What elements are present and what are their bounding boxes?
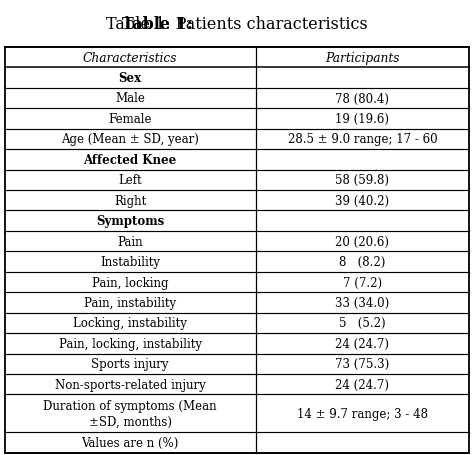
Text: 73 (75.3): 73 (75.3): [335, 358, 390, 370]
Text: Affected Knee: Affected Knee: [83, 153, 177, 167]
Text: 14 ± 9.7 range; 3 - 48: 14 ± 9.7 range; 3 - 48: [297, 407, 428, 420]
Text: Left: Left: [118, 174, 142, 187]
Text: Pain, locking, instability: Pain, locking, instability: [59, 337, 201, 350]
Text: Pain, instability: Pain, instability: [84, 296, 176, 309]
Text: Male: Male: [115, 92, 145, 105]
Text: Duration of symptoms (Mean
±SD, months): Duration of symptoms (Mean ±SD, months): [43, 399, 217, 428]
Text: Age (Mean ± SD, year): Age (Mean ± SD, year): [61, 133, 199, 146]
Text: 7 (7.2): 7 (7.2): [343, 276, 382, 289]
Text: Table 1: Patients characteristics: Table 1: Patients characteristics: [106, 16, 368, 33]
Text: 24 (24.7): 24 (24.7): [336, 337, 390, 350]
Text: Pain: Pain: [118, 235, 143, 248]
Text: Sports injury: Sports injury: [91, 358, 169, 370]
Text: Right: Right: [114, 194, 146, 207]
Text: 8   (8.2): 8 (8.2): [339, 256, 386, 268]
Text: Symptoms: Symptoms: [96, 215, 164, 228]
Text: 24 (24.7): 24 (24.7): [336, 378, 390, 391]
Text: Participants: Participants: [325, 51, 400, 65]
Text: 20 (20.6): 20 (20.6): [336, 235, 390, 248]
Text: Table 1:: Table 1:: [122, 16, 192, 33]
Text: Pain, locking: Pain, locking: [92, 276, 168, 289]
Text: Female: Female: [109, 113, 152, 126]
Text: 28.5 ± 9.0 range; 17 - 60: 28.5 ± 9.0 range; 17 - 60: [288, 133, 437, 146]
Text: Instability: Instability: [100, 256, 160, 268]
Text: Values are n (%): Values are n (%): [82, 436, 179, 449]
Text: 33 (34.0): 33 (34.0): [335, 296, 390, 309]
Text: 39 (40.2): 39 (40.2): [336, 194, 390, 207]
Bar: [5, 48, 469, 453]
Text: 5   (5.2): 5 (5.2): [339, 317, 386, 330]
Text: Non-sports-related injury: Non-sports-related injury: [55, 378, 206, 391]
Text: 78 (80.4): 78 (80.4): [336, 92, 390, 105]
Text: 19 (19.6): 19 (19.6): [336, 113, 390, 126]
Text: Sex: Sex: [118, 72, 142, 85]
Text: Locking, instability: Locking, instability: [73, 317, 187, 330]
Text: Characteristics: Characteristics: [83, 51, 177, 65]
Text: 58 (59.8): 58 (59.8): [336, 174, 390, 187]
Text: Table 1: Patients characteristics: Table 1: Patients characteristics: [106, 16, 368, 33]
